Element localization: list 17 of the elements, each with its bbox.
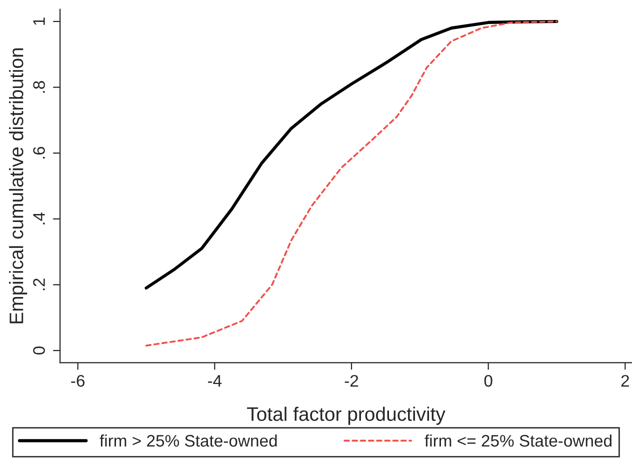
legend-label: firm > 25% State-owned bbox=[100, 434, 277, 447]
x-tick-label: -4 bbox=[208, 375, 222, 387]
x-tick-label: -6 bbox=[71, 374, 85, 387]
y-tick-label: 0 bbox=[33, 346, 45, 355]
y-tick-label: 1 bbox=[33, 18, 45, 25]
x-tick-label: -2 bbox=[344, 374, 358, 387]
line-series bbox=[144, 20, 558, 290]
y-tick-label: .4 bbox=[33, 212, 45, 224]
x-axis-title: Total factor productivity bbox=[247, 406, 446, 425]
y-tick-label: .2 bbox=[33, 278, 45, 290]
legend-label: firm <= 25% State-owned bbox=[424, 434, 612, 447]
y-tick-label: .8 bbox=[33, 81, 45, 93]
x-tick-label: 0 bbox=[484, 374, 492, 387]
y-axis-title: Empirical cumulative distribution bbox=[9, 48, 28, 324]
line-series bbox=[145, 20, 558, 346]
y-tick-label: .6 bbox=[33, 146, 45, 159]
x-tick-label: 2 bbox=[621, 374, 629, 387]
